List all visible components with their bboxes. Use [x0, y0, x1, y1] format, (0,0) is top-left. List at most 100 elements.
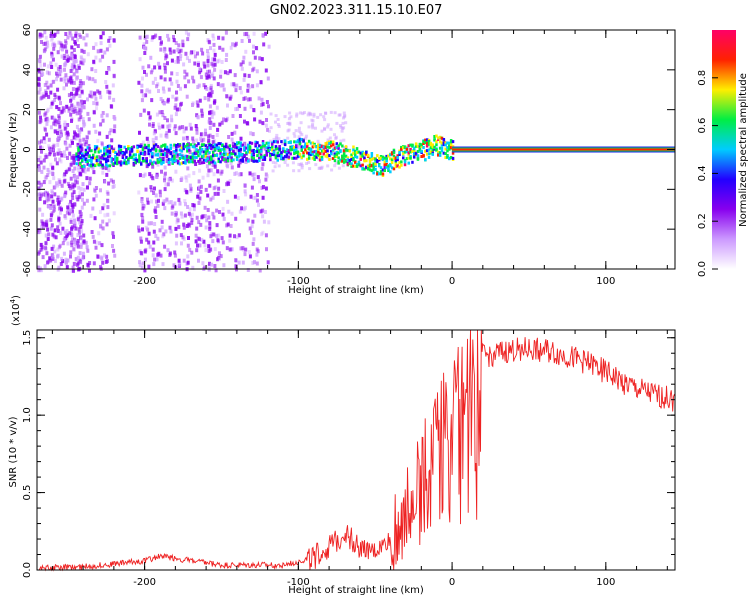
- heatmap-cell: [376, 159, 379, 162]
- heatmap-cell: [43, 222, 47, 227]
- heatmap-cell: [435, 148, 438, 152]
- heatmap-cell: [188, 58, 191, 63]
- heatmap-cell: [66, 156, 69, 160]
- heatmap-cell: [151, 147, 154, 151]
- heatmap-cell: [264, 123, 268, 128]
- heatmap-cell: [306, 146, 309, 150]
- heatmap-cell: [204, 225, 208, 230]
- heatmap-cell: [43, 41, 47, 46]
- heatmap-cell: [65, 265, 69, 270]
- heatmap-cell: [56, 72, 60, 77]
- heatmap-cell: [65, 229, 69, 233]
- heatmap-cell: [74, 59, 78, 64]
- heatmap-cell: [202, 159, 206, 163]
- heatmap-cell: [316, 115, 320, 119]
- heatmap-cell: [252, 159, 255, 163]
- heatmap-cell: [235, 83, 239, 88]
- heatmap-cell: [72, 135, 76, 140]
- heatmap-cell: [197, 142, 200, 146]
- heatmap-cell: [326, 164, 330, 168]
- heatmap-cell: [239, 172, 243, 177]
- heatmap-cell: [99, 95, 103, 100]
- heatmap-cell: [202, 239, 206, 244]
- heatmap-cell: [92, 123, 96, 128]
- heatmap-cell: [77, 117, 81, 122]
- heatmap-cell: [177, 225, 181, 230]
- heatmap-cell: [147, 152, 150, 156]
- heatmap-cell: [62, 108, 66, 113]
- heatmap-cell: [221, 83, 225, 88]
- heatmap-cell: [174, 169, 178, 174]
- heatmap-cell: [156, 158, 160, 162]
- heatmap-cell: [346, 162, 350, 166]
- heatmap-cell: [76, 142, 80, 147]
- heatmap-cell: [438, 135, 442, 139]
- heatmap-cell: [66, 258, 70, 263]
- heatmap-cell: [63, 126, 67, 131]
- heatmap-cell: [248, 171, 252, 176]
- heatmap-cell: [123, 145, 126, 149]
- heatmap-cell: [184, 30, 188, 35]
- heatmap-cell: [77, 151, 80, 155]
- heatmap-cell: [141, 261, 145, 266]
- heatmap-cell: [58, 243, 62, 248]
- heatmap-cell: [424, 141, 427, 145]
- heatmap-cell: [42, 180, 46, 185]
- heatmap-cell: [366, 153, 370, 157]
- heatmap-cell: [213, 191, 217, 196]
- heatmap-cell: [85, 198, 89, 203]
- heatmap-cell: [45, 80, 49, 85]
- heatmap-cell: [55, 71, 58, 76]
- heatmap-cell: [57, 114, 61, 119]
- heatmap-cell: [280, 156, 283, 160]
- heatmap-cell: [188, 223, 192, 228]
- heatmap-cell: [108, 149, 112, 153]
- heatmap-cell: [136, 150, 139, 153]
- heatmap-cell: [175, 72, 179, 76]
- heatmap-cell: [79, 260, 83, 265]
- heatmap-cell: [322, 152, 326, 156]
- heatmap-cell: [54, 157, 57, 162]
- heatmap-cell: [306, 157, 309, 161]
- heatmap-cell: [191, 160, 195, 164]
- heatmap-cell: [76, 233, 80, 237]
- heatmap-cell: [168, 77, 172, 82]
- heatmap-cell: [152, 191, 156, 195]
- heatmap-cell: [78, 108, 82, 113]
- heatmap-cell: [226, 199, 230, 204]
- heatmap-cell: [398, 165, 401, 169]
- heatmap-cell: [140, 98, 144, 103]
- heatmap-cell: [79, 244, 83, 249]
- heatmap-cell: [51, 254, 55, 259]
- heatmap-cell: [208, 126, 212, 130]
- heatmap-cell: [145, 34, 149, 39]
- heatmap-cell: [79, 145, 82, 149]
- heatmap-cell: [287, 149, 291, 152]
- heatmap-cell: [153, 65, 157, 70]
- heatmap-cell: [151, 176, 155, 180]
- heatmap-cell: [174, 97, 178, 102]
- heatmap-cell: [256, 147, 259, 151]
- heatmap-cell: [297, 129, 301, 133]
- heatmap-cell: [318, 155, 322, 159]
- heatmap-cell: [252, 177, 256, 182]
- heatmap-cell: [143, 51, 147, 55]
- heatmap-cell: [151, 247, 155, 252]
- heatmap-cell: [56, 151, 60, 156]
- heatmap-cell: [177, 263, 181, 268]
- heatmap-cell: [234, 171, 238, 176]
- heatmap-cell: [64, 32, 68, 36]
- heatmap-cell: [105, 47, 109, 52]
- heatmap-cell: [166, 248, 170, 253]
- heatmap-cell: [51, 57, 55, 62]
- heatmap-cell: [376, 154, 379, 158]
- heatmap-cell: [55, 119, 59, 124]
- heatmap-cell: [320, 129, 324, 133]
- heatmap-cell: [267, 147, 270, 151]
- heatmap-cell: [181, 235, 185, 240]
- heatmap-cell: [50, 37, 54, 42]
- heatmap-cell: [95, 158, 99, 162]
- heatmap-cell: [253, 260, 256, 265]
- heatmap-cell: [200, 155, 204, 159]
- heatmap-cell: [94, 193, 98, 198]
